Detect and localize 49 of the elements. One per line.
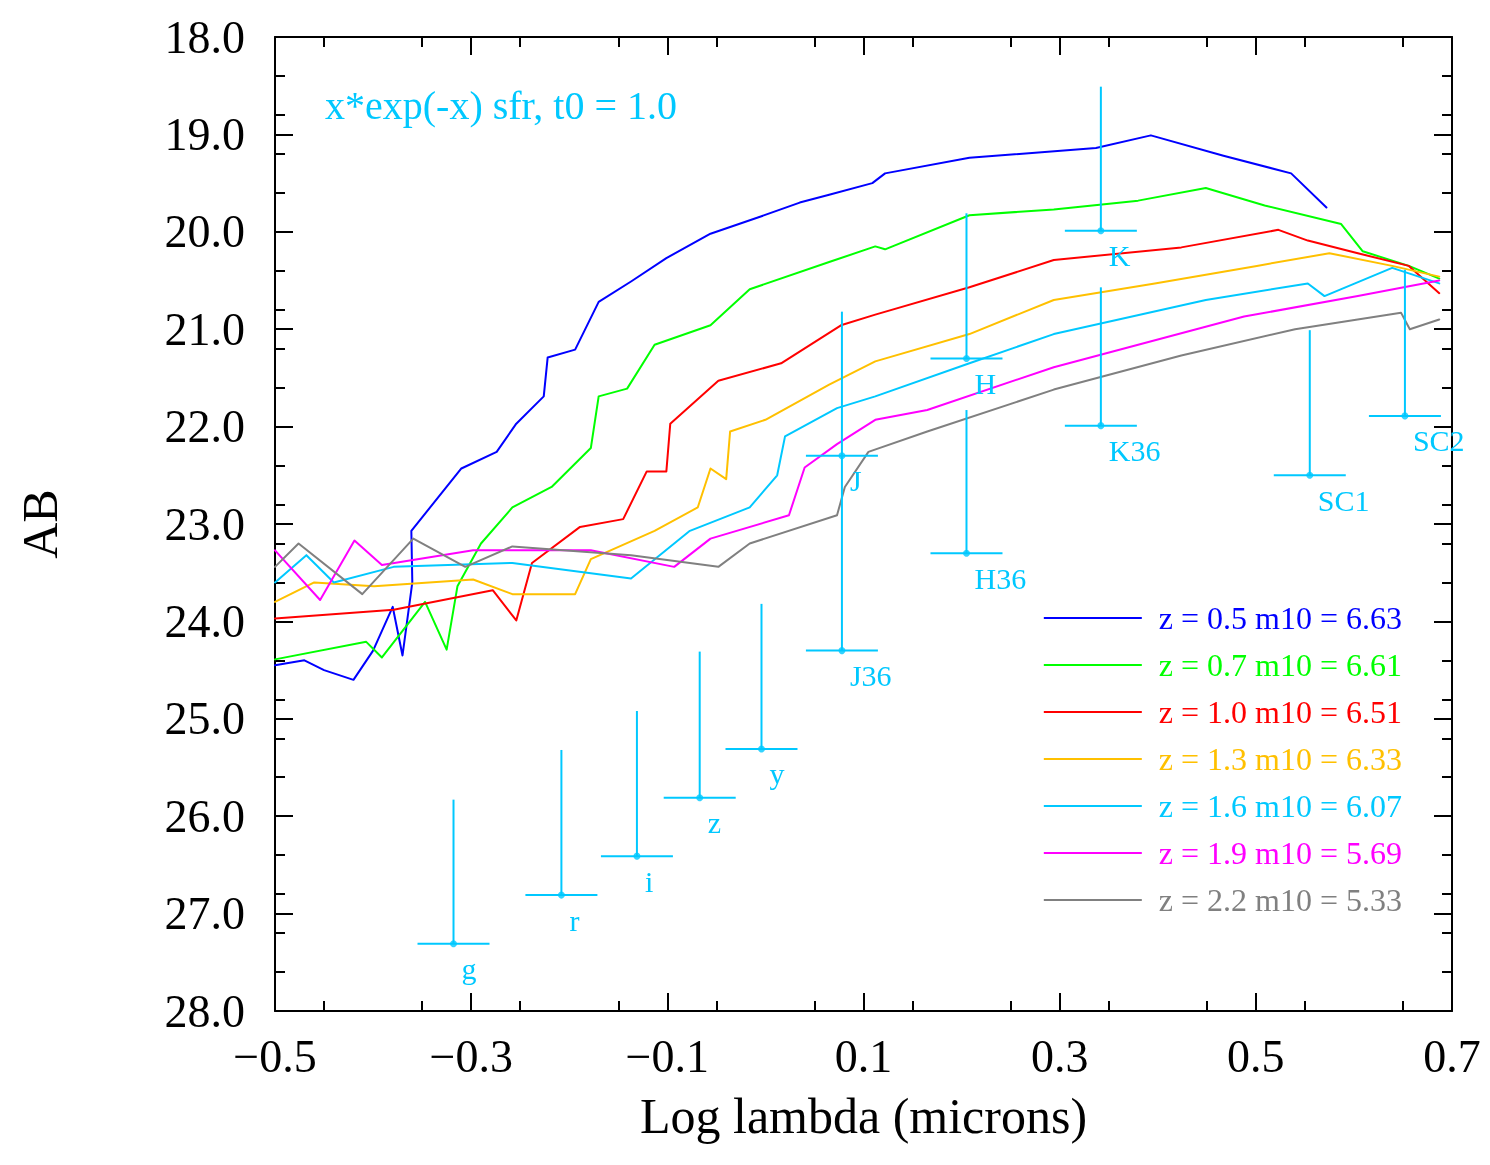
- text: x*exp(-x) sfr, t0 = 1.0: [325, 82, 677, 128]
- y-tick-label: 20.0: [164, 206, 245, 258]
- annotation: J36: [849, 659, 892, 693]
- x-axis-title: Log lambda (microns): [639, 1088, 1088, 1144]
- point: [838, 647, 846, 655]
- point: [962, 354, 970, 362]
- legend-label: z = 1.0 m10 = 6.51: [1158, 694, 1402, 730]
- y-tick-label: 21.0: [164, 303, 245, 355]
- point: [1306, 471, 1314, 479]
- annotation: r: [569, 903, 580, 937]
- point: [962, 549, 970, 557]
- point: [450, 940, 458, 948]
- y-axis-title: AB: [12, 489, 68, 559]
- y-tick-label: 24.0: [164, 595, 245, 647]
- annotation: K36: [1108, 434, 1161, 468]
- annotation: g: [461, 952, 477, 986]
- x-tick-label: 0.3: [1030, 1030, 1089, 1082]
- y-tick-label: 19.0: [164, 108, 245, 160]
- x-tick-label: −0.1: [625, 1030, 710, 1082]
- point: [758, 745, 765, 753]
- x-tick-label: 0.1: [834, 1030, 893, 1082]
- annotation: z: [707, 806, 722, 840]
- y-tick-label: 27.0: [164, 888, 245, 940]
- point: [838, 452, 846, 460]
- annotation: H36: [974, 561, 1027, 595]
- point: [1097, 422, 1105, 430]
- annotation: J: [849, 464, 862, 498]
- legend-label: z = 0.7 m10 = 6.61: [1158, 647, 1402, 683]
- point: [1097, 227, 1105, 235]
- x-tick-label: 0.5: [1227, 1030, 1285, 1082]
- legend-label: z = 1.9 m10 = 5.69: [1158, 835, 1402, 871]
- legend-label: z = 1.3 m10 = 6.33: [1158, 741, 1402, 777]
- y-tick-label: 26.0: [164, 790, 245, 842]
- y-tick-label: 23.0: [164, 498, 245, 550]
- y-tick-label: 18.0: [164, 11, 245, 63]
- x-tick-label: −0.3: [429, 1030, 513, 1082]
- point: [557, 891, 565, 899]
- annotation: SC1: [1317, 483, 1370, 517]
- legend-label: z = 0.5 m10 = 6.63: [1158, 600, 1402, 636]
- x-tick-label: 0.7: [1423, 1030, 1481, 1082]
- annotation: i: [644, 864, 654, 898]
- annotation: y: [769, 757, 785, 791]
- y-tick-label: 25.0: [164, 693, 245, 745]
- y-tick-label: 22.0: [164, 401, 245, 453]
- legend-label: z = 2.2 m10 = 5.33: [1158, 882, 1402, 918]
- point: [696, 794, 704, 802]
- point: [633, 852, 641, 860]
- legend-label: z = 1.6 m10 = 6.07: [1158, 788, 1402, 824]
- point: [1401, 412, 1409, 420]
